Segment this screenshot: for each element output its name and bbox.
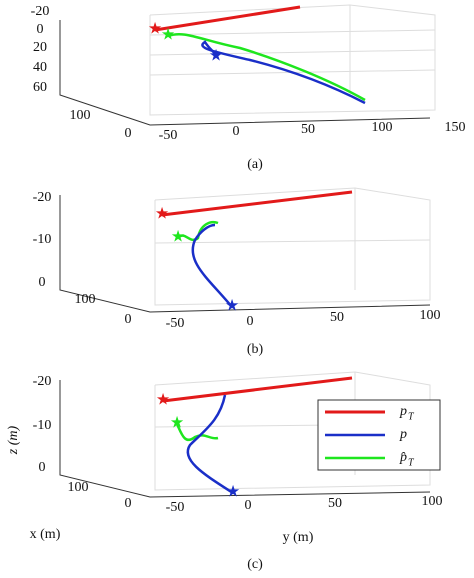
z-tick-label: -20 (33, 190, 52, 205)
pursuer-path (191, 223, 233, 308)
z-tick-label: 0 (37, 22, 44, 37)
y-tick-label: 50 (328, 496, 342, 511)
pursuer-path (201, 40, 366, 105)
x-tick-label: 0 (125, 312, 132, 327)
legend (317, 399, 441, 471)
z-tick-label: -20 (33, 374, 52, 389)
y-tick-label: -50 (159, 128, 178, 143)
x-tick-label: 0 (125, 126, 132, 141)
legend-label: p̂ (399, 450, 407, 465)
y-tick-label: 0 (233, 124, 240, 139)
legend-subscript: T (408, 457, 415, 468)
x-tick-label: 0 (125, 496, 132, 511)
star: ★ (209, 48, 223, 65)
star: ★ (170, 415, 184, 432)
y-tick-label: 0 (245, 498, 252, 513)
y-tick-label: -50 (166, 500, 185, 515)
legend-label: p (399, 427, 407, 442)
y-tick-label: 100 (420, 308, 441, 323)
estimate-path (177, 221, 219, 242)
star: ★ (226, 484, 240, 501)
target-path (162, 376, 353, 403)
x-tick-label: 100 (70, 108, 91, 123)
pursuer-path (186, 394, 234, 495)
target-path (154, 5, 301, 32)
y-tick-label: 0 (247, 314, 254, 329)
z-tick-label: -10 (33, 232, 52, 247)
target-path (161, 190, 353, 217)
z-tick-label: 0 (39, 275, 46, 290)
y-tick-label: 150 (445, 120, 466, 135)
y-tick-label: 100 (372, 120, 393, 135)
star: ★ (155, 206, 169, 223)
y-tick-label: 50 (330, 310, 344, 325)
y-axis-label: y (m) (283, 530, 314, 545)
star: ★ (161, 27, 175, 44)
x-tick-label: 100 (75, 292, 96, 307)
caption: (a) (247, 157, 263, 172)
estimate-path (175, 423, 219, 442)
y-tick-label: 50 (301, 122, 315, 137)
star: ★ (225, 298, 239, 315)
x-tick-label: 100 (68, 480, 89, 495)
estimate-path (167, 32, 366, 102)
star: ★ (156, 392, 170, 409)
z-tick-label: 40 (33, 60, 47, 75)
caption: (b) (247, 342, 264, 357)
axes-box (59, 4, 436, 126)
z-tick-label: -10 (33, 418, 52, 433)
y-tick-label: -50 (166, 316, 185, 331)
axes-box (59, 187, 431, 313)
z-tick-label: -20 (31, 4, 50, 19)
x-axis-label: x (m) (30, 527, 61, 542)
star: ★ (148, 21, 162, 38)
z-tick-label: 60 (33, 80, 47, 95)
y-tick-label: 100 (422, 494, 443, 509)
z-axis-label: z (m) (6, 425, 21, 455)
legend-label: p (399, 404, 407, 419)
star: ★ (171, 229, 185, 246)
legend-subscript: T (408, 411, 415, 422)
caption: (c) (247, 557, 263, 572)
z-tick-label: 20 (33, 40, 47, 55)
z-tick-label: 0 (39, 460, 46, 475)
